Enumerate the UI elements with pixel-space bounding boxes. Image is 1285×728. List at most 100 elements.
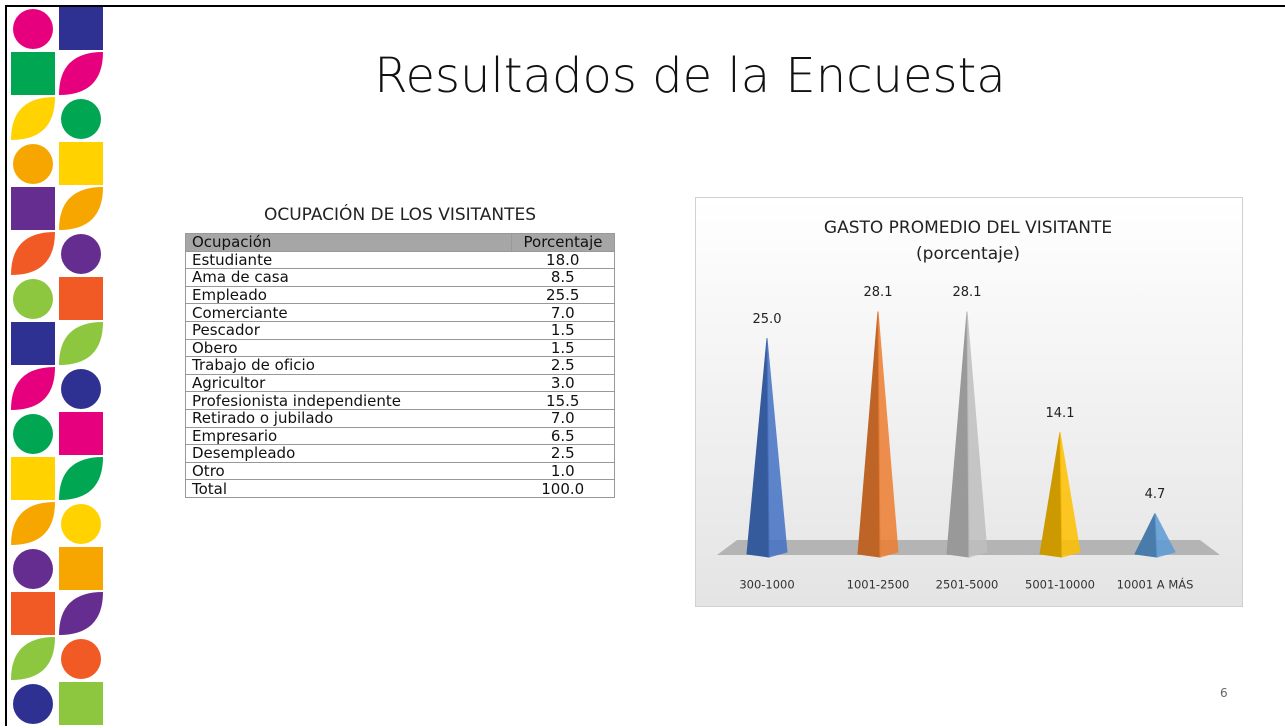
table-cell: 2.5 [511, 444, 615, 463]
table-header: Ocupación Porcentaje [185, 233, 615, 252]
table-row: Retirado o jubilado 7.0 [185, 408, 615, 428]
chart-subtitle: (porcentaje) [916, 244, 1020, 264]
table-cell: 6.5 [511, 426, 615, 446]
table-cell: Desempleado [185, 444, 512, 463]
chart-title: GASTO PROMEDIO DEL VISITANTE [824, 218, 1112, 238]
decoration [13, 279, 53, 319]
table-cell: Otro [185, 461, 512, 481]
table-cell: Empresario [185, 426, 512, 446]
table-row: Obero 1.5 [185, 338, 615, 358]
decoration [59, 682, 103, 725]
table-cell: Agricultor [185, 373, 512, 393]
pyramid-face [1059, 432, 1081, 558]
table-cell: Total [185, 479, 512, 498]
table-cell: Retirado o jubilado [185, 408, 512, 428]
table-cell: Estudiante [185, 250, 512, 270]
table-cell: 7.0 [511, 303, 615, 322]
value-label: 28.1 [953, 285, 982, 300]
decoration [13, 9, 53, 49]
table-cell: Empleado [185, 285, 512, 305]
decoration [61, 99, 101, 139]
table-cell: Profesionista independiente [185, 391, 512, 410]
decoration [13, 414, 53, 454]
table-row: Profesionista independiente 15.5 [185, 391, 615, 410]
table-cell: 2.5 [511, 356, 615, 375]
decoration [59, 412, 103, 455]
table-row: Pescador 1.5 [185, 320, 615, 340]
occupation-table: Ocupación Porcentaje Estudiante 18.0 Ama d… [185, 233, 615, 498]
decoration [61, 234, 101, 274]
table-cell: Trabajo de oficio [185, 356, 512, 375]
slide-title: Resultados de la Encuesta [374, 48, 1006, 104]
decoration [11, 367, 55, 410]
table-row: Desempleado 2.5 [185, 444, 615, 463]
table-cell: 18.0 [511, 250, 615, 270]
decoration [11, 232, 55, 275]
category-label: 1001-2500 [847, 578, 910, 592]
table-cell: 3.0 [511, 373, 615, 393]
decoration [11, 52, 55, 95]
slide-border [5, 5, 1285, 726]
pyramid-face [966, 311, 988, 558]
decoration [59, 7, 103, 50]
decoration [59, 52, 103, 95]
category-label: 10001 A MÁS [1117, 577, 1194, 592]
decoration [11, 97, 55, 140]
table-cell: 7.0 [511, 408, 615, 428]
decoration [11, 322, 55, 365]
chart: GASTO PROMEDIO DEL VISITANTE (porcentaje… [695, 197, 1243, 607]
decoration [11, 502, 55, 545]
decoration [61, 369, 101, 409]
decoration [61, 504, 101, 544]
table-cell: 1.5 [511, 320, 615, 340]
category-label: 300-1000 [739, 578, 794, 592]
header-cell: Porcentaje [511, 233, 615, 252]
table-row: Agricultor 3.0 [185, 373, 615, 393]
table-row: Estudiante 18.0 [185, 250, 615, 270]
table-row: Comerciante 7.0 [185, 303, 615, 322]
decoration [11, 592, 55, 635]
pyramid-face [877, 311, 899, 558]
value-label: 25.0 [753, 312, 782, 327]
value-label: 14.1 [1046, 406, 1075, 421]
value-label: 28.1 [864, 285, 893, 300]
header-cell: Ocupación [185, 233, 512, 252]
decoration [59, 322, 103, 365]
decorative-strip [11, 7, 103, 725]
decoration [59, 277, 103, 320]
decoration [59, 457, 103, 500]
table-cell: Obero [185, 338, 512, 358]
table-cell: 1.0 [511, 461, 615, 481]
decoration [59, 547, 103, 590]
decoration [59, 187, 103, 230]
table-cell: 1.5 [511, 338, 615, 358]
pyramid-face [1154, 513, 1176, 558]
decoration [11, 457, 55, 500]
table-row: Empresario 6.5 [185, 426, 615, 446]
table-row: Ama de casa 8.5 [185, 268, 615, 287]
table-cell: 100.0 [511, 479, 615, 498]
value-label: 4.7 [1145, 487, 1166, 502]
table-cell: 25.5 [511, 285, 615, 305]
table-cell: 8.5 [511, 268, 615, 287]
table-row: Empleado 25.5 [185, 285, 615, 305]
table-cell: 15.5 [511, 391, 615, 410]
category-label: 2501-5000 [936, 578, 999, 592]
decoration [61, 639, 101, 679]
table-title: OCUPACIÓN DE LOS VISITANTES [263, 205, 537, 225]
table-row: Total 100.0 [185, 479, 615, 498]
table-cell: Comerciante [185, 303, 512, 322]
decoration [13, 144, 53, 184]
category-label: 5001-10000 [1025, 578, 1095, 592]
table-row: Otro 1.0 [185, 461, 615, 481]
pyramid-face [766, 338, 788, 558]
table-cell: Pescador [185, 320, 512, 340]
slide-number: 6 [1220, 686, 1228, 700]
decoration [13, 684, 53, 724]
decoration [11, 187, 55, 230]
decoration [59, 142, 103, 185]
decoration [13, 549, 53, 589]
decoration [11, 637, 55, 680]
